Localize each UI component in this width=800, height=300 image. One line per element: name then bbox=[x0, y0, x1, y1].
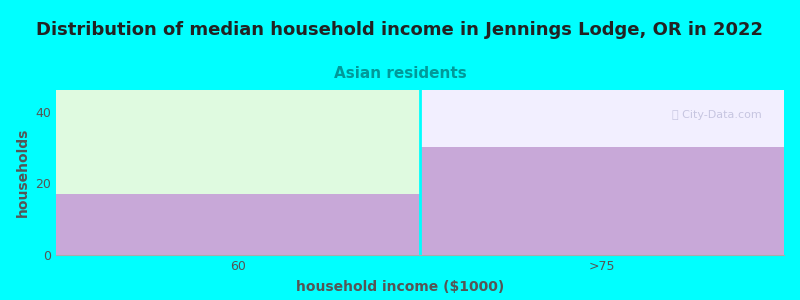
Bar bbox=[420, 90, 784, 147]
Text: household income ($1000): household income ($1000) bbox=[296, 280, 504, 294]
Text: Asian residents: Asian residents bbox=[334, 66, 466, 81]
Bar bbox=[56, 194, 420, 255]
Bar bbox=[420, 147, 784, 255]
Text: Distribution of median household income in Jennings Lodge, OR in 2022: Distribution of median household income … bbox=[37, 21, 763, 39]
Text: Ⓜ City-Data.com: Ⓜ City-Data.com bbox=[673, 110, 762, 120]
Bar bbox=[56, 90, 420, 194]
Y-axis label: households: households bbox=[16, 128, 30, 217]
